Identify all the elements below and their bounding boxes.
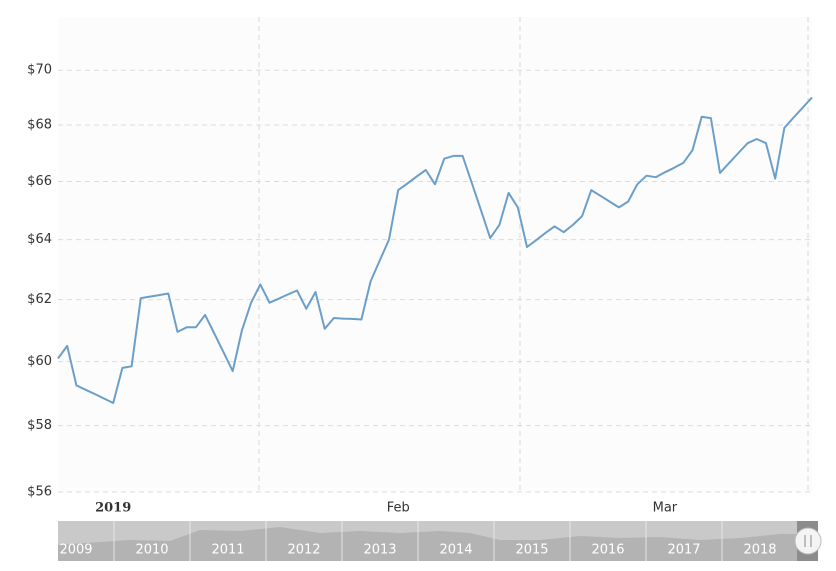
y-tick-label: $62 bbox=[27, 292, 52, 307]
navigator-label: 2013 bbox=[363, 543, 396, 558]
y-tick-label: $58 bbox=[27, 418, 52, 433]
navigator-label: 2014 bbox=[439, 543, 472, 558]
y-tick-label: $66 bbox=[27, 174, 52, 189]
y-tick-label: $56 bbox=[27, 485, 52, 500]
x-tick-label: Feb bbox=[387, 501, 410, 516]
navigator-label: 2015 bbox=[515, 543, 548, 558]
y-tick-label: $68 bbox=[27, 118, 52, 133]
y-tick-label: $70 bbox=[27, 63, 52, 78]
x-tick-label: Mar bbox=[653, 501, 678, 516]
plot-area bbox=[58, 17, 812, 492]
x-grid bbox=[258, 17, 809, 492]
navigator-label: 2017 bbox=[667, 543, 700, 558]
navigator-silhouette bbox=[58, 527, 818, 561]
price-line bbox=[57, 96, 813, 404]
navigator-handle[interactable] bbox=[794, 527, 822, 555]
navigator-label: 2010 bbox=[135, 543, 168, 558]
navigator[interactable]: 2009 2010 2011 2012 2013 2014 2015 2016 2017 2018 bbox=[58, 521, 822, 561]
navigator-label: 2016 bbox=[591, 543, 624, 558]
navigator-label: 2012 bbox=[287, 543, 320, 558]
navigator-label: 2018 bbox=[743, 543, 776, 558]
navigator-label: 2011 bbox=[211, 543, 244, 558]
y-tick-label: $60 bbox=[27, 354, 52, 369]
y-tick-label: $64 bbox=[27, 232, 52, 247]
navigator-label: 2009 bbox=[59, 543, 92, 558]
x-tick-label: 2019 bbox=[95, 501, 131, 516]
